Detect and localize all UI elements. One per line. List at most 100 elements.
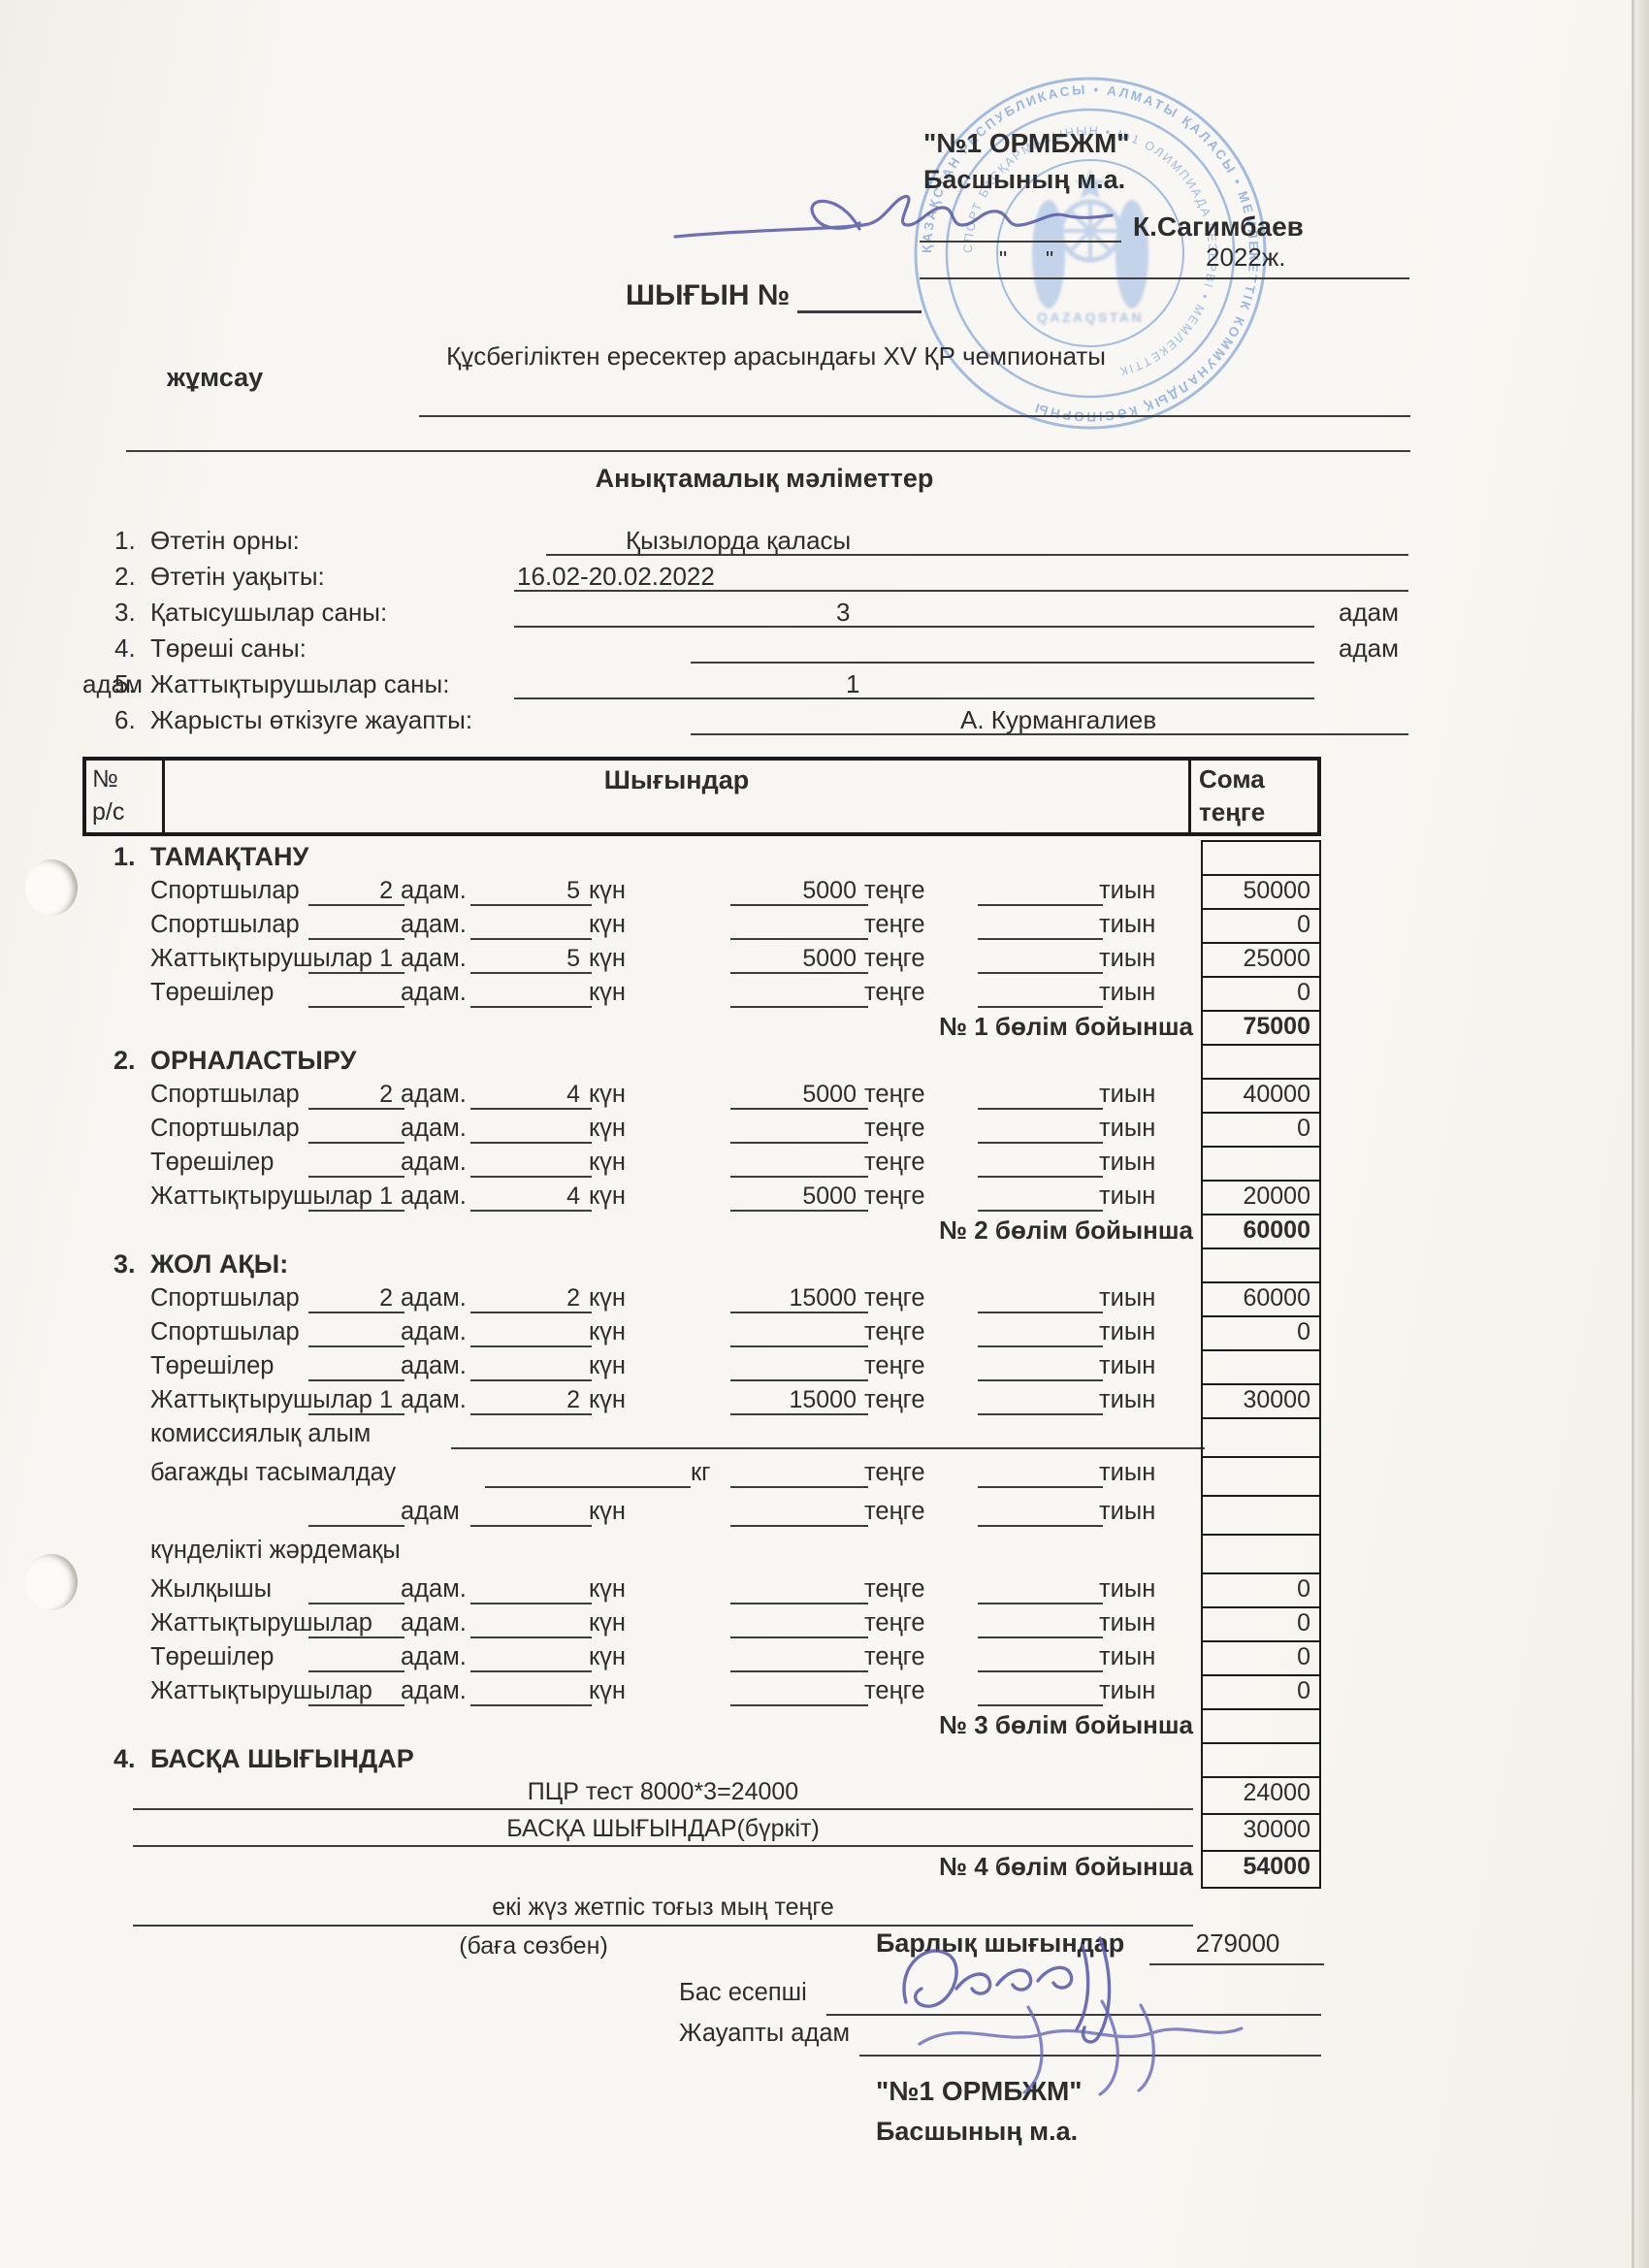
field-line — [730, 1458, 868, 1488]
responsible-label: Жауапты адам — [679, 2020, 851, 2047]
field-unit: тиын — [1099, 877, 1156, 904]
expense-row: Жылқышы адам. күн теңге тиын 0 — [82, 1572, 1321, 1608]
field-line-value — [470, 1317, 592, 1347]
field-line — [978, 1497, 1103, 1527]
field-unit: күн — [589, 1149, 626, 1176]
field-line-value — [308, 910, 404, 940]
expense-row: № 4 бөлім бойынша 54000 — [82, 1850, 1321, 1889]
expense-row: № 2 бөлім бойынша 60000 — [82, 1214, 1321, 1249]
field-unit: адам. — [401, 1386, 467, 1413]
info-row-number: 4. — [114, 633, 136, 663]
field-unit: адам. — [401, 1115, 467, 1142]
rule-top — [419, 415, 1410, 417]
field-line — [730, 1497, 868, 1527]
expense-row: БАСҚА ШЫҒЫНДАР(бүркіт) 30000 — [82, 1813, 1321, 1852]
field-unit: күн — [589, 1575, 626, 1603]
amount-cell: 30000 — [1201, 1383, 1321, 1419]
expense-row: ПЦР тест 8000*3=24000 24000 — [82, 1776, 1321, 1815]
amount-cell: 0 — [1201, 1640, 1321, 1676]
field-line-value: 15000 — [730, 1283, 868, 1313]
amount-cell: 0 — [1201, 1572, 1321, 1608]
purpose-label: жұмсау — [167, 363, 264, 392]
footer-org-name: "№1 ОРМБЖМ" — [876, 2076, 1083, 2106]
field-line-value — [308, 1317, 404, 1347]
info-row-value: А. Курмангалиев — [960, 705, 1157, 734]
field-unit: күн — [589, 1352, 626, 1379]
field-line-value — [730, 978, 868, 1008]
field-line-value: 2 — [308, 876, 404, 906]
expense-row: Спортшылар 2 адам. 5 күн 5000 теңге тиын 50000 — [82, 874, 1321, 910]
info-row-line — [691, 634, 1314, 664]
field-unit: теңге — [864, 1318, 925, 1345]
field-unit: тиын — [1099, 1081, 1156, 1108]
field-line-value: 5000 — [730, 876, 868, 906]
field-unit: тиын — [1099, 1352, 1156, 1379]
expense-label: Жаттықтырушылар — [150, 945, 372, 972]
expense-row: Жаттықтырушылар 1 адам. 4 күн 5000 теңге тиын 20… — [82, 1180, 1321, 1215]
field-line-value: 5000 — [730, 1182, 868, 1212]
field-line-value — [730, 1351, 868, 1381]
info-row-label: Жарысты өткізуге жауапты: — [150, 705, 473, 734]
field-unit: адам. — [401, 945, 467, 972]
info-row-label: Өтетін орны: — [150, 526, 300, 555]
date-year: 2022ж. — [1206, 243, 1286, 272]
responsible-line — [859, 2055, 1321, 2057]
amount-cell: 30000 — [1201, 1813, 1321, 1852]
expense-label: Төрешілер — [150, 979, 275, 1006]
signature-line — [920, 241, 1121, 243]
expense-label: багажды тасымалдау — [150, 1459, 397, 1486]
info-row: 2. Өтетін уақыты: 16.02-20.02.2022 — [82, 560, 1421, 596]
amount-cell — [1201, 1708, 1321, 1744]
field-line-value — [470, 978, 592, 1008]
expense-label: Спортшылар — [150, 911, 300, 938]
column-header-sum: Сома теңге — [1191, 761, 1317, 832]
info-row-value: 16.02-20.02.2022 — [517, 562, 715, 591]
field-line-value — [308, 1642, 404, 1672]
amount-cell: 0 — [1201, 1112, 1321, 1148]
field-unit: күн — [589, 1081, 626, 1108]
amount-cell — [1201, 1247, 1321, 1283]
hole-punch-bottom — [25, 1554, 78, 1610]
approver-name: К.Сагимбаев — [1133, 211, 1304, 242]
field-line-value — [978, 978, 1103, 1008]
amount-cell — [1201, 1417, 1321, 1458]
scan-edge-band — [1634, 0, 1649, 2268]
stamp-emblem: QAZAQSTAN — [1032, 169, 1148, 325]
field-line-value: 1 — [308, 944, 404, 974]
amount-words: екі жүз жетпіс тоғыз мың теңге — [133, 1892, 1193, 1927]
field-line — [308, 1497, 404, 1527]
info-row: 6. Жарысты өткізуге жауапты: А. Курмангали… — [82, 703, 1421, 739]
expense-row: Спортшылар 2 адам. 2 күн 15000 теңге тиын 60000 — [82, 1281, 1321, 1317]
amount-cell: 60000 — [1201, 1214, 1321, 1249]
field-line-value — [308, 1148, 404, 1178]
scan-edge-line — [1632, 0, 1634, 2268]
field-unit: адам. — [401, 1575, 467, 1603]
section-title: ТАМАҚТАНУ — [150, 842, 309, 871]
field-unit: адам. — [401, 1081, 467, 1108]
expense-free-text: ПЦР тест 8000*3=24000 — [133, 1776, 1193, 1810]
amount-cell — [1201, 840, 1321, 876]
field-line — [978, 1458, 1103, 1488]
field-unit: адам. — [401, 1183, 467, 1210]
field-line-value — [308, 978, 404, 1008]
field-line-value — [978, 910, 1103, 940]
field-unit: адам. — [401, 979, 467, 1006]
field-line-value: 1 — [308, 1182, 404, 1212]
expense-table-header: № р/с Шығындар Сома теңге — [82, 757, 1321, 836]
info-row-line — [546, 527, 1408, 556]
field-unit: күн — [589, 911, 626, 938]
info-row-number: 5. — [114, 669, 136, 698]
field-line-value: 5000 — [730, 944, 868, 974]
field-line-value — [730, 1608, 868, 1638]
expense-row: 2. ОРНАЛАСТЫРУ — [82, 1044, 1321, 1080]
info-row-number: 1. — [114, 526, 136, 555]
info-row-number: 3. — [114, 598, 136, 627]
amount-cell: 40000 — [1201, 1078, 1321, 1114]
expense-row: 1. ТАМАҚТАНУ — [82, 840, 1321, 876]
field-unit: теңге — [864, 1115, 925, 1142]
field-unit: теңге — [864, 1498, 925, 1525]
date-line — [920, 277, 1409, 279]
stamp-center-text: QAZAQSTAN — [1037, 309, 1144, 325]
expense-label: Жаттықтырушылар — [150, 1183, 372, 1210]
